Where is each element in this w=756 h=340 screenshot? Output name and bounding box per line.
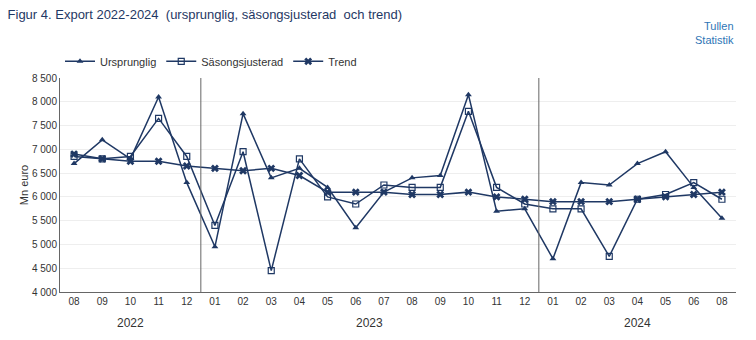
svg-text:7 000: 7 000 (32, 144, 57, 155)
svg-text:2024: 2024 (624, 316, 651, 330)
svg-text:10: 10 (463, 296, 475, 307)
svg-text:06: 06 (350, 296, 362, 307)
svg-text:05: 05 (322, 296, 334, 307)
svg-text:04: 04 (294, 296, 306, 307)
svg-text:12: 12 (519, 296, 531, 307)
svg-text:11: 11 (491, 296, 502, 307)
svg-text:08: 08 (716, 296, 728, 307)
svg-text:Figur 4. Export 2022-2024 (ur: Figur 4. Export 2022-2024 (ursprunglig, … (8, 7, 403, 22)
svg-text:2022: 2022 (117, 316, 144, 330)
svg-text:08: 08 (69, 296, 81, 307)
svg-text:03: 03 (604, 296, 616, 307)
svg-text:07: 07 (378, 296, 390, 307)
svg-text:09: 09 (97, 296, 109, 307)
svg-text:Ursprunglig: Ursprunglig (100, 56, 156, 68)
svg-text:8 500: 8 500 (32, 73, 57, 84)
svg-text:06: 06 (688, 296, 700, 307)
svg-text:4 500: 4 500 (32, 263, 57, 274)
svg-text:2023: 2023 (356, 316, 383, 330)
svg-text:03: 03 (266, 296, 278, 307)
svg-text:5 500: 5 500 (32, 215, 57, 226)
svg-text:6 000: 6 000 (32, 191, 57, 202)
svg-text:Trend: Trend (328, 56, 356, 68)
svg-text:6 500: 6 500 (32, 168, 57, 179)
svg-text:4 000: 4 000 (32, 287, 57, 298)
svg-text:7 500: 7 500 (32, 120, 57, 131)
svg-text:12: 12 (181, 296, 193, 307)
svg-text:08: 08 (407, 296, 419, 307)
svg-text:TullenStatistik: TullenStatistik (695, 20, 734, 46)
svg-text:09: 09 (435, 296, 447, 307)
svg-text:11: 11 (153, 296, 164, 307)
svg-text:01: 01 (547, 296, 559, 307)
svg-text:8 000: 8 000 (32, 96, 57, 107)
svg-text:05: 05 (660, 296, 672, 307)
svg-text:01: 01 (209, 296, 221, 307)
svg-text:02: 02 (576, 296, 588, 307)
svg-text:5 000: 5 000 (32, 239, 57, 250)
svg-text:02: 02 (238, 296, 250, 307)
svg-text:04: 04 (632, 296, 644, 307)
svg-text:Säsongsjusterad: Säsongsjusterad (201, 56, 283, 68)
svg-text:Mn euro: Mn euro (18, 165, 30, 205)
svg-text:10: 10 (125, 296, 137, 307)
